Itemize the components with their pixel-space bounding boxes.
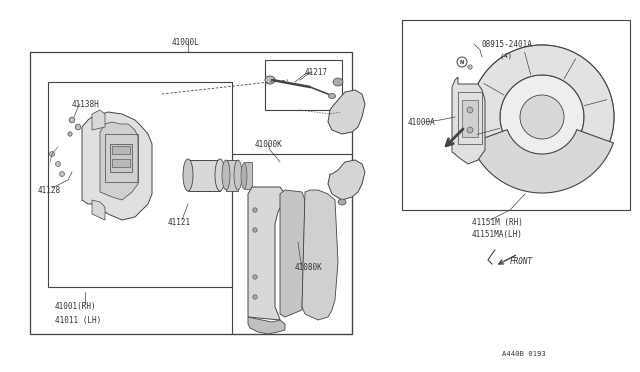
Circle shape: [76, 124, 81, 130]
Ellipse shape: [338, 199, 346, 205]
Circle shape: [468, 65, 472, 69]
Text: 41080K: 41080K: [295, 263, 323, 272]
Text: 08915-2401A: 08915-2401A: [482, 39, 533, 48]
Polygon shape: [462, 100, 478, 137]
Polygon shape: [248, 187, 285, 320]
Polygon shape: [452, 77, 485, 164]
Polygon shape: [328, 90, 365, 134]
Text: FRONT: FRONT: [510, 257, 533, 266]
Polygon shape: [328, 160, 365, 200]
Ellipse shape: [333, 78, 343, 86]
Text: 41138H: 41138H: [72, 99, 100, 109]
Polygon shape: [100, 122, 138, 200]
Circle shape: [253, 208, 257, 212]
Text: 41151MA(LH): 41151MA(LH): [472, 230, 523, 238]
Polygon shape: [112, 159, 130, 167]
Circle shape: [467, 127, 473, 133]
Text: (4): (4): [500, 53, 513, 59]
Polygon shape: [470, 130, 613, 193]
Polygon shape: [248, 317, 285, 334]
Circle shape: [60, 171, 65, 176]
Circle shape: [56, 161, 61, 167]
Text: 41000A: 41000A: [408, 118, 436, 126]
Polygon shape: [188, 160, 220, 191]
Circle shape: [69, 117, 75, 123]
Ellipse shape: [183, 159, 193, 191]
Circle shape: [253, 295, 257, 299]
Circle shape: [467, 107, 473, 113]
Text: 41011 (LH): 41011 (LH): [55, 315, 101, 324]
Ellipse shape: [328, 93, 335, 99]
Text: 41000K: 41000K: [255, 140, 283, 148]
Text: 41217: 41217: [305, 67, 328, 77]
Text: N: N: [460, 60, 464, 64]
Polygon shape: [92, 110, 105, 130]
Circle shape: [520, 95, 564, 139]
Polygon shape: [280, 190, 305, 317]
Ellipse shape: [241, 163, 247, 189]
Circle shape: [253, 275, 257, 279]
Circle shape: [500, 75, 584, 159]
Circle shape: [49, 151, 54, 157]
Text: 41151M (RH): 41151M (RH): [472, 218, 523, 227]
Text: 41001(RH): 41001(RH): [55, 302, 97, 311]
Circle shape: [470, 45, 614, 189]
Polygon shape: [244, 162, 252, 189]
Circle shape: [68, 132, 72, 136]
Text: 41128: 41128: [38, 186, 61, 195]
Text: 41000L: 41000L: [172, 38, 200, 46]
Ellipse shape: [234, 160, 242, 190]
Polygon shape: [226, 160, 238, 191]
Polygon shape: [110, 144, 132, 172]
Ellipse shape: [222, 160, 230, 190]
Polygon shape: [82, 112, 152, 220]
Polygon shape: [92, 200, 105, 220]
Polygon shape: [302, 190, 338, 320]
Ellipse shape: [265, 76, 275, 84]
Text: A440B 0193: A440B 0193: [502, 351, 546, 357]
Text: 41121: 41121: [168, 218, 191, 227]
Ellipse shape: [215, 159, 225, 191]
Circle shape: [253, 228, 257, 232]
Polygon shape: [112, 146, 130, 154]
Polygon shape: [470, 45, 614, 153]
